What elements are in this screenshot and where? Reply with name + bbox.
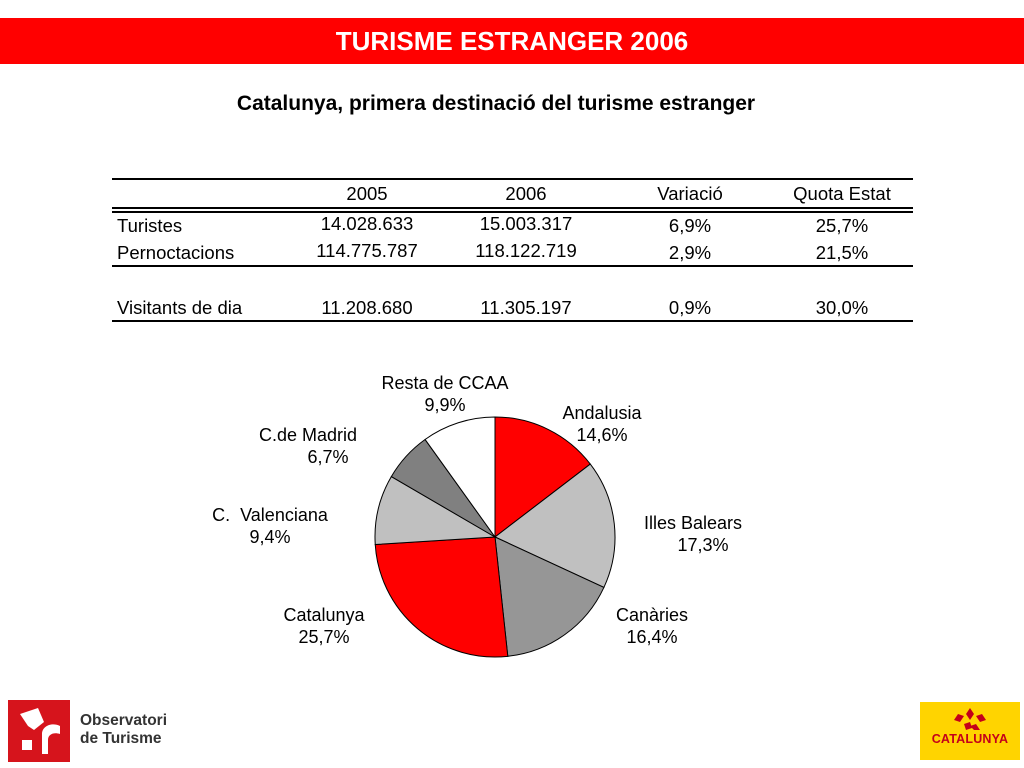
pie-label-andalusia-name: Andalusia	[562, 403, 642, 423]
row-label-turistes: Turistes	[117, 215, 183, 236]
cell-visitants-2006: 11.305.197	[480, 297, 572, 318]
pie-label-madrid-name: C.de Madrid	[258, 425, 358, 445]
catalunya-logo: CATALUNYA	[920, 702, 1020, 760]
cell-pernoctacions-2006: 118.122.719	[475, 240, 577, 261]
pie-label-balears: Illes Balears 17,3%	[618, 512, 768, 556]
pie-label-madrid: C.de Madrid 6,7%	[238, 424, 378, 468]
pie-label-balears-name: Illes Balears	[643, 513, 743, 533]
pie-label-balears-value: 17,3%	[677, 535, 729, 555]
pie-label-andalusia-value: 14,6%	[576, 425, 628, 445]
cell-visitants-2005: 11.208.680	[321, 297, 413, 318]
cell-visitants-variacio: 0,9%	[668, 297, 712, 318]
pie-label-catalunya-value: 25,7%	[298, 627, 350, 647]
catalunya-logo-mark	[954, 708, 986, 730]
pie-label-catalunya-name: Catalunya	[283, 605, 365, 625]
pie-label-madrid-value: 6,7%	[307, 447, 349, 467]
cell-turistes-2005: 14.028.633	[320, 213, 414, 234]
observatori-logo-mark	[8, 700, 70, 762]
pie-label-valenciana: C. Valenciana 9,4%	[190, 504, 350, 548]
row-label-visitants: Visitants de dia	[117, 297, 243, 318]
catalunya-logo-text: CATALUNYA	[931, 732, 1009, 746]
pie-label-canaries: Canàries 16,4%	[596, 604, 708, 648]
col-header-quota: Quota Estat	[793, 183, 891, 204]
table-header-rule-2	[112, 211, 913, 213]
cell-visitants-quota: 30,0%	[815, 297, 869, 318]
observatori-logo: Observatori de Turisme	[8, 700, 178, 762]
cell-turistes-variacio: 6,9%	[668, 215, 712, 236]
pie-label-resta-name: Resta de CCAA	[381, 373, 509, 393]
pie-slice-can-ries	[494, 536, 605, 657]
cell-pernoctacions-variacio: 2,9%	[668, 242, 712, 263]
cell-turistes-quota: 25,7%	[815, 215, 869, 236]
pie-label-canaries-value: 16,4%	[626, 627, 678, 647]
pie-slice-illes-balears	[494, 463, 616, 589]
pie-label-resta: Resta de CCAA 9,9%	[359, 372, 531, 416]
table-header-rule-1	[112, 207, 913, 209]
col-header-2006: 2006	[505, 183, 547, 204]
cell-pernoctacions-2005: 114.775.787	[316, 240, 418, 261]
row-label-pernoctacions: Pernoctacions	[117, 242, 235, 263]
cell-turistes-2006: 15.003.317	[479, 213, 573, 234]
pie-label-andalusia: Andalusia 14,6%	[540, 402, 664, 446]
pie-slice-resta-de-ccaa	[424, 416, 496, 539]
title-banner: TURISME ESTRANGER 2006	[0, 18, 1024, 64]
pie-label-valenciana-value: 9,4%	[249, 527, 291, 547]
pie-label-canaries-name: Canàries	[615, 605, 689, 625]
page-subtitle: Catalunya, primera destinació del turism…	[236, 92, 756, 115]
pie-slice-andalusia	[494, 416, 591, 539]
observatori-logo-line1: Observatori	[80, 712, 168, 729]
pie-label-catalunya: Catalunya 25,7%	[266, 604, 382, 648]
observatori-logo-line2: de Turisme	[80, 730, 162, 747]
cell-pernoctacions-quota: 21,5%	[815, 242, 869, 263]
pie-label-valenciana-name: C. Valenciana	[212, 505, 328, 525]
table-mid-rule	[112, 265, 913, 267]
pie-slice-catalunya	[374, 536, 509, 658]
table-bottom-rule	[112, 320, 913, 322]
pie-label-resta-value: 9,9%	[424, 395, 466, 415]
col-header-2005: 2005	[346, 183, 388, 204]
page-title: TURISME ESTRANGER 2006	[335, 26, 689, 56]
table-top-rule	[112, 178, 913, 180]
col-header-variacio: Variació	[657, 183, 723, 204]
